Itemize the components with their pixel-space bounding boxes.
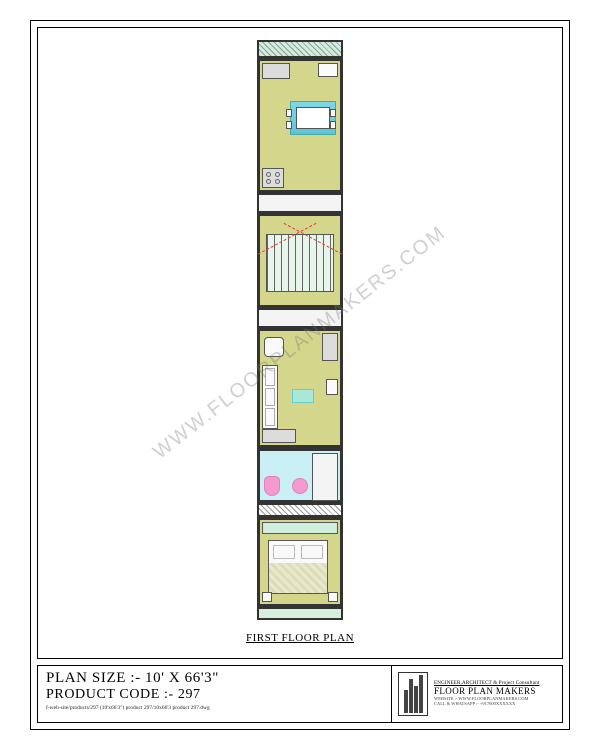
staircase	[266, 234, 334, 292]
wardrobe	[262, 522, 338, 534]
room-bath	[257, 448, 343, 503]
company-contact: CALL & WHATSAPP :- +917000XXXXXX	[434, 702, 539, 707]
dining-table	[296, 107, 330, 129]
product-code-label: PRODUCT CODE :- 297	[46, 687, 383, 703]
side-unit	[326, 379, 338, 395]
room-terrace-bottom	[257, 607, 343, 620]
company-block: ENGINEER,ARCHITECT & Project Consultant …	[434, 681, 539, 706]
bed	[268, 540, 328, 594]
company-logo-icon	[398, 672, 428, 716]
room-stairwell	[257, 213, 343, 308]
plan-size-label: PLAN SIZE :- 10' X 66'3"	[46, 670, 383, 687]
nightstand	[262, 592, 272, 602]
chair	[330, 121, 336, 129]
stove	[262, 168, 284, 188]
drawing-sheet: FIRST FLOOR PLAN WWW.FLOORPLANMAKERS.COM…	[30, 20, 570, 730]
basin	[292, 478, 308, 494]
title-block: PLAN SIZE :- 10' X 66'3" PRODUCT CODE :-…	[37, 665, 563, 723]
nightstand	[328, 592, 338, 602]
shower	[312, 453, 338, 501]
plan-title: FIRST FLOOR PLAN	[38, 632, 562, 644]
window	[318, 63, 338, 77]
wc	[264, 476, 280, 496]
counter	[262, 63, 290, 79]
drawing-frame: FIRST FLOOR PLAN WWW.FLOORPLANMAKERS.COM	[37, 27, 563, 659]
title-block-left: PLAN SIZE :- 10' X 66'3" PRODUCT CODE :-…	[38, 666, 392, 722]
coffee-table	[292, 389, 314, 403]
chair	[286, 109, 292, 117]
chair	[330, 109, 336, 117]
room-kitchen-dining	[257, 58, 343, 193]
sofa	[262, 365, 278, 429]
armchair	[264, 337, 284, 357]
chair	[286, 121, 292, 129]
floor-plan	[257, 40, 343, 620]
room-lobby	[257, 308, 343, 328]
room-living	[257, 328, 343, 448]
room-passage-1	[257, 193, 343, 213]
tv-unit	[322, 333, 338, 361]
cabinet	[262, 429, 296, 443]
title-block-right: ENGINEER,ARCHITECT & Project Consultant …	[392, 666, 562, 722]
room-terrace-top	[257, 40, 343, 58]
room-bedroom	[257, 517, 343, 607]
room-passage-2	[257, 503, 343, 517]
file-path-caption: f-web-site/products/297 (10'x66'3") prod…	[46, 705, 383, 711]
